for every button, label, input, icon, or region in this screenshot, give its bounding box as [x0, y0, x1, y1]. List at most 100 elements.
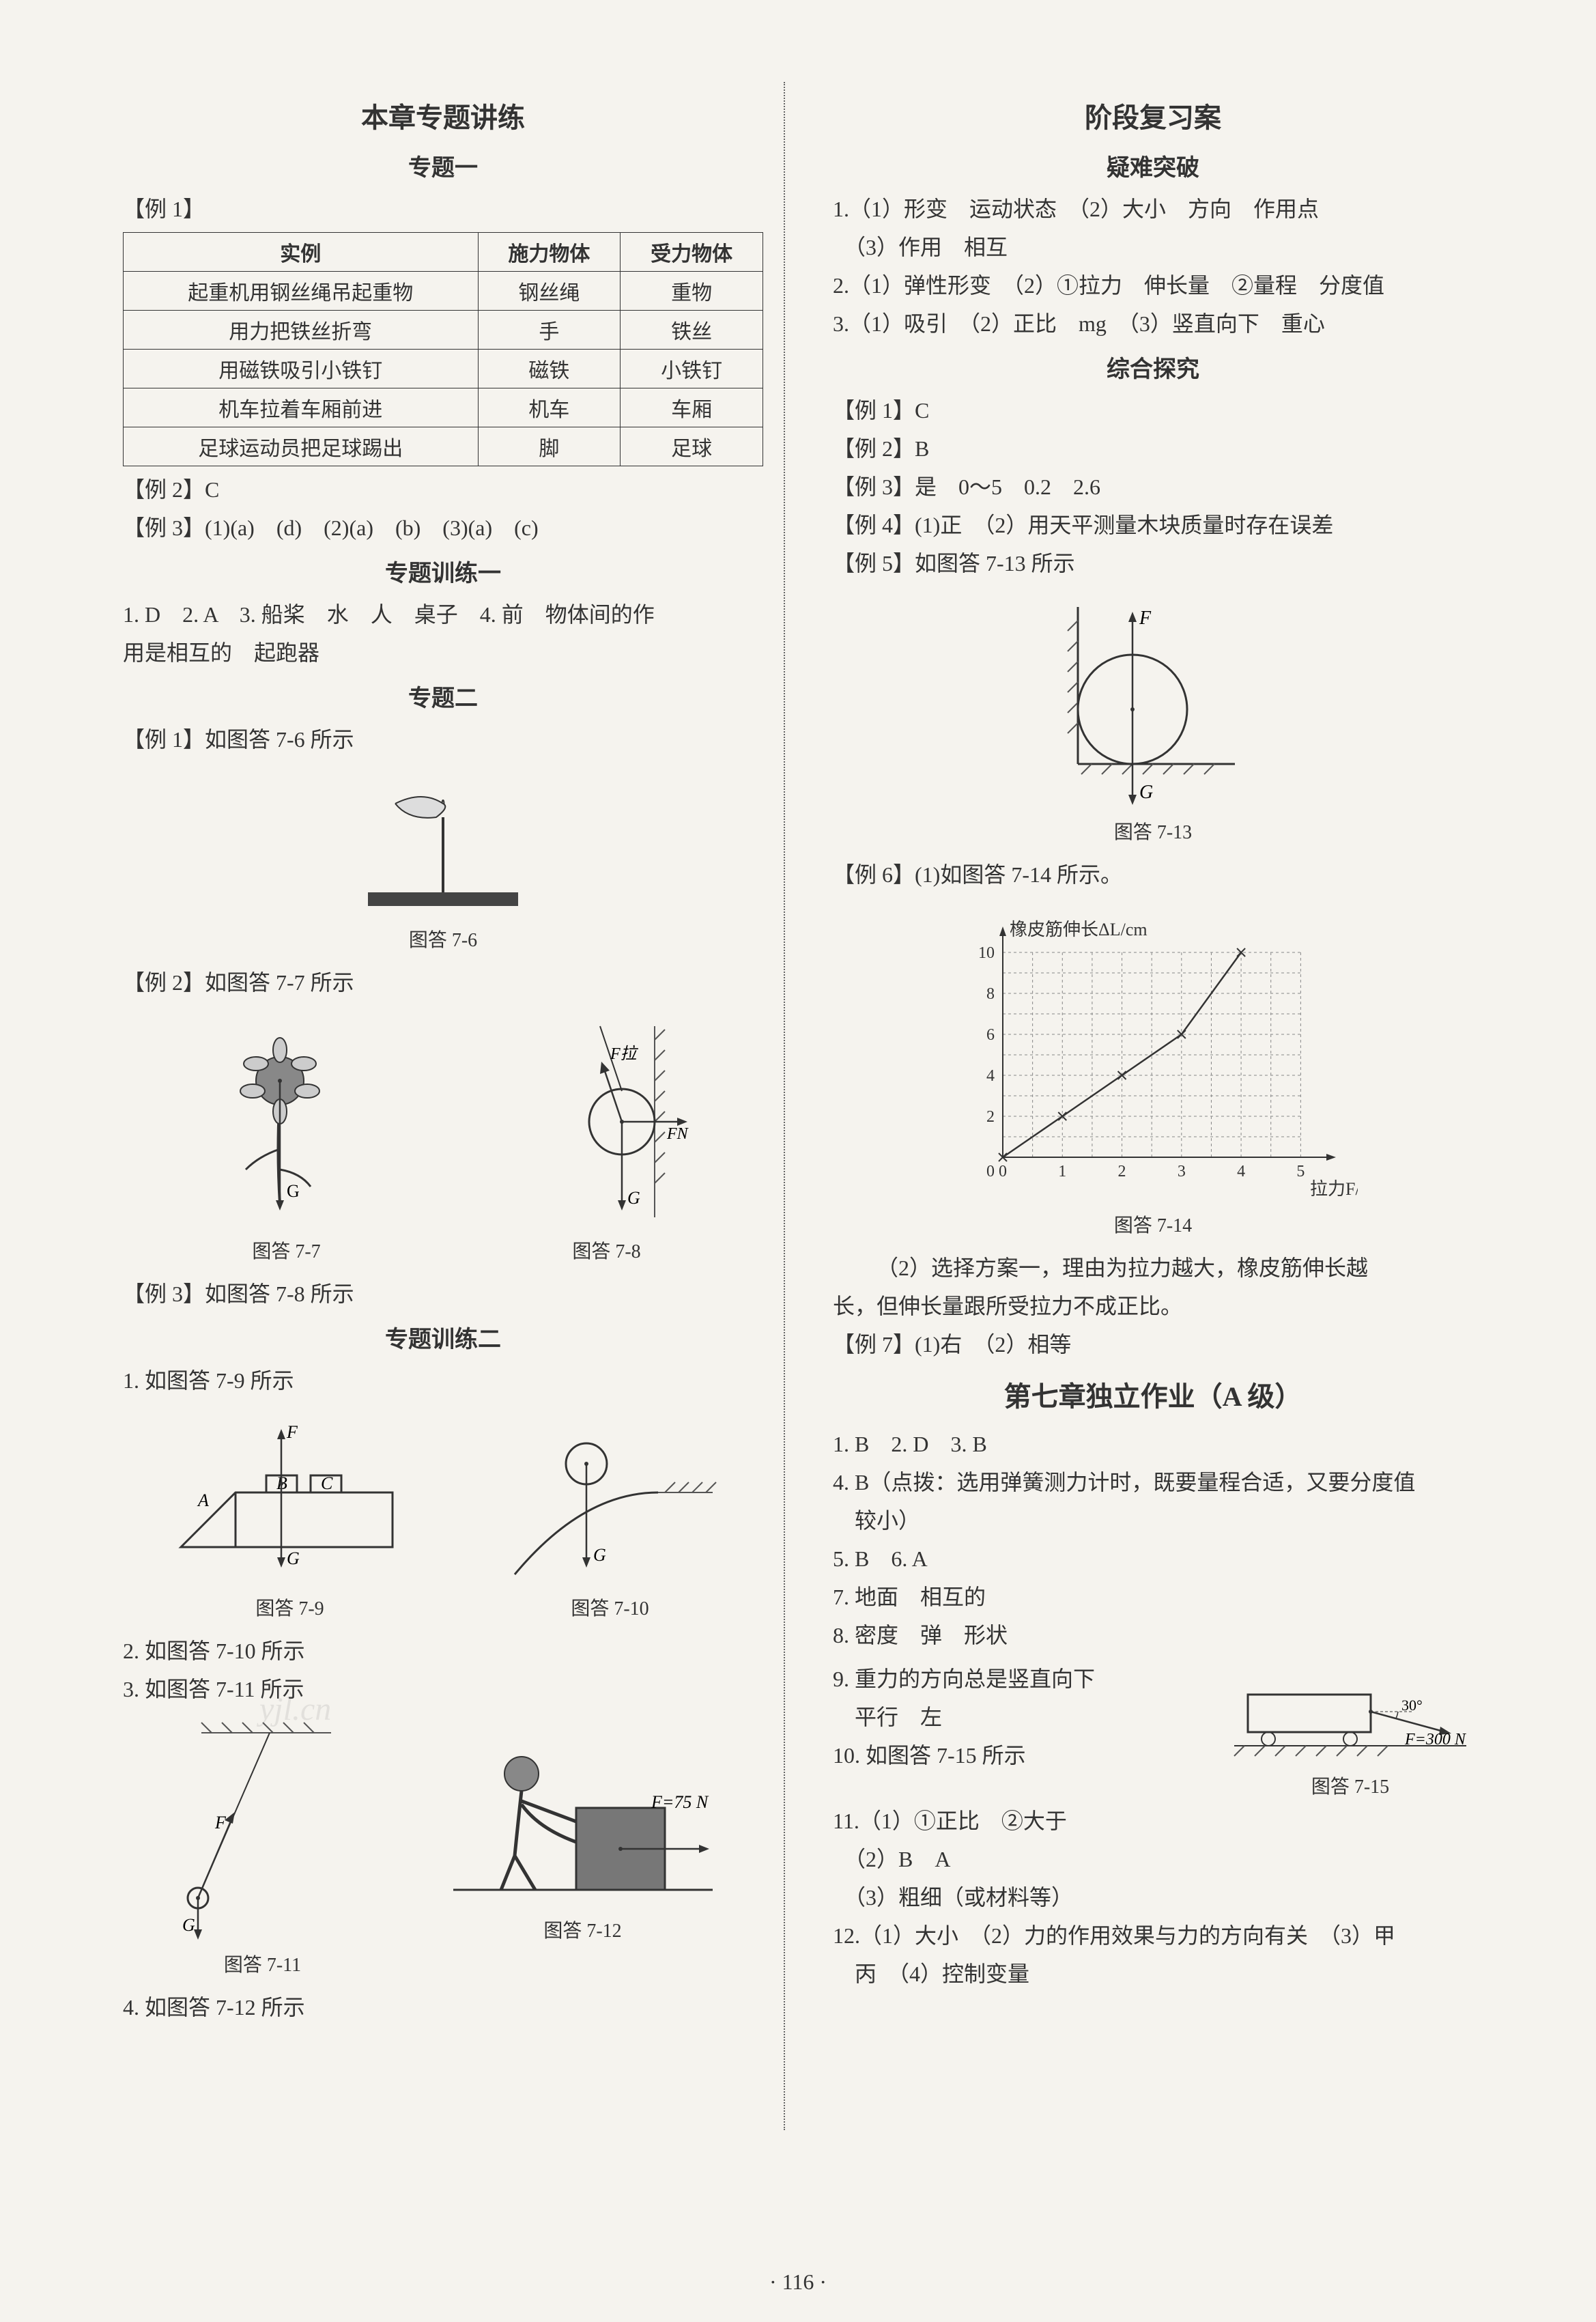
inq-ex6: 【例 6】(1)如图答 7-14 所示。	[833, 858, 1473, 891]
fig78-G-label: G	[627, 1188, 640, 1208]
fig713-F-label: F	[1139, 608, 1152, 629]
fig79-A-label: A	[197, 1490, 209, 1510]
tbl-col0: 实例	[124, 233, 479, 272]
fig79-C-label: C	[321, 1473, 333, 1493]
tbl-col1: 施力物体	[478, 233, 621, 272]
svg-text:3: 3	[1178, 1163, 1186, 1180]
difficulty-title: 疑难突破	[833, 149, 1473, 182]
training2-1: 1. 如图答 7-9 所示	[123, 1364, 763, 1397]
incline-block-force-icon: A B C F G	[167, 1411, 413, 1588]
hw-line7: 7. 地面 相互的	[833, 1581, 1473, 1613]
inquiry-title: 综合探究	[833, 350, 1473, 384]
figure-7-14-chart: 0123452468100拉力F/N橡皮筋伸长ΔL/cm 图答 7-14	[833, 905, 1473, 1238]
pendulum-force-icon: F G	[160, 1719, 365, 1944]
table-row: 机车拉着车厢前进机车车厢	[124, 388, 763, 427]
figure-7-6: 图答 7-6	[123, 769, 763, 952]
topic2-title: 专题二	[123, 679, 763, 713]
table-row: 足球运动员把足球踢出脚足球	[124, 427, 763, 466]
training2-title: 专题训练二	[123, 1320, 763, 1354]
hand-lighter-icon	[341, 769, 545, 920]
stage-review-title: 阶段复习案	[833, 96, 1473, 135]
topic2-ex2: 【例 2】如图答 7-7 所示	[123, 966, 763, 999]
fig79-F-label: F	[286, 1422, 298, 1442]
hw-line9a: 9. 重力的方向总是竖直向下	[833, 1662, 1214, 1695]
ball-corner-force-icon: F G	[1044, 593, 1262, 812]
ball-wall-force-icon: F拉 FN G	[518, 1013, 696, 1231]
inq-ex4: 【例 4】(1)正 （2）用天平测量木块质量时存在误差	[833, 509, 1473, 541]
fig712-caption: 图答 7-12	[440, 1916, 726, 1943]
fig711-F-label: F	[214, 1813, 227, 1832]
fig78-caption: 图答 7-8	[518, 1236, 696, 1264]
topic1-title: 专题一	[123, 149, 763, 182]
example-1-table: 实例 施力物体 受力物体 起重机用钢丝绳吊起重物钢丝绳重物 用力把铁丝折弯手铁丝…	[123, 232, 763, 466]
figure-7-13: F G 图答 7-13	[833, 593, 1473, 845]
hw-line12a: 12.（1）大小 （2）力的作用效果与力的方向有关 （3）甲	[833, 1919, 1473, 1952]
hw-line4a: 4. B（点拨：选用弹簧测力计时，既要量程合适，又要分度值	[833, 1466, 1473, 1499]
figure-7-9: A B C F G 图答 7-9	[167, 1411, 413, 1621]
diff-line1: 1.（1）形变 运动状态 （2）大小 方向 作用点	[833, 193, 1473, 225]
figure-7-11: F G 图答 7-11	[160, 1719, 365, 1977]
fig715-angle-label: 30°	[1401, 1697, 1423, 1714]
page-number: · 116 ·	[769, 2269, 827, 2295]
figure-pair-77-78: G 图答 7-7	[123, 1013, 763, 1264]
fig714-caption: 图答 7-14	[833, 1210, 1473, 1238]
training1-line2: 用是相互的 起跑器	[123, 636, 763, 669]
example-2: 【例 2】C	[123, 473, 763, 506]
hw-line12b: 丙 （4）控制变量	[833, 1957, 1473, 1990]
svg-text:0: 0	[986, 1163, 995, 1180]
fig78-FL-label: F拉	[610, 1045, 639, 1063]
person-push-box-icon: F=75 N	[440, 1719, 726, 1910]
fig710-caption: 图答 7-10	[501, 1594, 719, 1621]
diff-line3: 2.（1）弹性形变 （2）①拉力 伸长量 ②量程 分度值	[833, 269, 1473, 302]
topic2-ex3: 【例 3】如图答 7-8 所示	[123, 1277, 763, 1310]
svg-text:2: 2	[1118, 1163, 1126, 1180]
fig711-caption: 图答 7-11	[160, 1950, 365, 1977]
hw-line8: 8. 密度 弹 形状	[833, 1619, 1473, 1652]
cart-force-icon: 30° F=300 N	[1227, 1657, 1473, 1766]
inq-ex3: 【例 3】是 0～5 0.2 2.6	[833, 470, 1473, 503]
fig711-G-label: G	[182, 1915, 195, 1935]
ball-slope-icon: G	[501, 1411, 719, 1588]
svg-text:4: 4	[1237, 1163, 1245, 1180]
svg-text:10: 10	[978, 944, 995, 962]
example-3: 【例 3】(1)(a) (d) (2)(a) (b) (3)(a) (c)	[123, 511, 763, 544]
left-column: 本章专题讲练 专题一 【例 1】 实例 施力物体 受力物体 起重机用钢丝绳吊起重…	[123, 82, 785, 2130]
svg-text:2: 2	[986, 1108, 995, 1126]
homework-title: 第七章独立作业（A 级）	[833, 1374, 1473, 1414]
svg-text:1: 1	[1058, 1163, 1066, 1180]
figure-7-10: G 图答 7-10	[501, 1411, 719, 1621]
svg-text:橡皮筋伸长ΔL/cm: 橡皮筋伸长ΔL/cm	[1010, 920, 1148, 939]
hw-line5: 5. B 6. A	[833, 1542, 1473, 1575]
fig79-caption: 图答 7-9	[167, 1594, 413, 1621]
topic2-ex1: 【例 1】如图答 7-6 所示	[123, 723, 763, 756]
fig713-caption: 图答 7-13	[833, 817, 1473, 845]
hw-line10: 10. 如图答 7-15 所示	[833, 1739, 1214, 1772]
fig79-G-label: G	[287, 1548, 300, 1568]
fig78-FN-label: FN	[666, 1125, 689, 1143]
page-container: 本章专题讲练 专题一 【例 1】 实例 施力物体 受力物体 起重机用钢丝绳吊起重…	[123, 82, 1473, 2130]
fig713-G-label: G	[1139, 782, 1153, 803]
inq-ex7: 【例 7】(1)右 （2）相等	[833, 1328, 1473, 1361]
fig715-caption: 图答 7-15	[1227, 1772, 1473, 1799]
fig715-F-label: F=300 N	[1404, 1731, 1467, 1748]
figure-pair-79-710: A B C F G 图答 7-9	[123, 1411, 763, 1621]
table-row: 用力把铁丝折弯手铁丝	[124, 311, 763, 350]
inq-ex5: 【例 5】如图答 7-13 所示	[833, 547, 1473, 580]
inq-ex6-2b: 长，但伸长量跟所受拉力不成正比。	[833, 1290, 1473, 1322]
fig712-F-label: F=75 N	[651, 1792, 709, 1812]
tbl-col2: 受力物体	[621, 233, 763, 272]
inq-ex2: 【例 2】B	[833, 432, 1473, 465]
training1-line1: 1. D 2. A 3. 船桨 水 人 桌子 4. 前 物体间的作	[123, 598, 763, 631]
fig77-caption: 图答 7-7	[191, 1236, 382, 1264]
hw-line9b: 平行 左	[833, 1701, 1214, 1733]
hw-line11b: （2）B A	[833, 1843, 1473, 1875]
flower-force-icon: G	[191, 1013, 382, 1231]
hw-line4b: 较小）	[833, 1504, 1473, 1537]
svg-text:4: 4	[986, 1067, 995, 1085]
hw-line11a: 11.（1）①正比 ②大于	[833, 1804, 1473, 1837]
figure-7-12: F=75 N 图答 7-12	[440, 1719, 726, 1977]
fig76-caption: 图答 7-6	[123, 925, 763, 952]
fig710-G-label: G	[593, 1545, 606, 1565]
training2-3: 3. 如图答 7-11 所示	[123, 1673, 763, 1705]
svg-text:0: 0	[999, 1163, 1007, 1180]
